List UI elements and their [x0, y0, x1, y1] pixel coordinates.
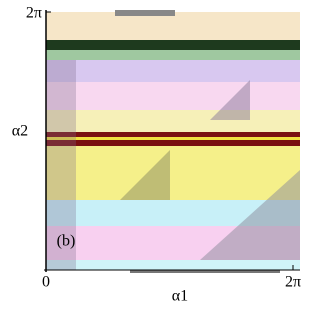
- x-tick-label: 0: [42, 274, 50, 291]
- phase-pattern: [46, 10, 300, 273]
- chart: α2 α1 (b) 0 2π 2π: [0, 0, 312, 318]
- y-axis-label: α2: [12, 123, 28, 140]
- x-tick-label: 2π: [285, 274, 301, 291]
- panel-label: (b): [57, 233, 76, 250]
- y-tick-label: 2π: [26, 5, 42, 22]
- x-axis-label: α1: [172, 288, 188, 305]
